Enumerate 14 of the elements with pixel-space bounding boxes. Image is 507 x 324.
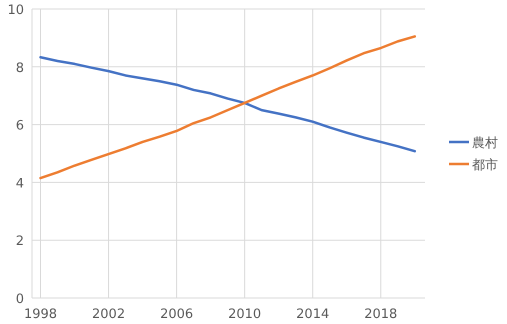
y-tick-label: 0	[16, 292, 24, 307]
legend-label: 農村	[472, 136, 498, 151]
x-tick-label: 2018	[364, 307, 398, 322]
y-tick-label: 10	[7, 3, 24, 18]
legend-label: 都市	[472, 158, 498, 173]
y-tick-label: 6	[16, 118, 24, 134]
y-tick-label: 2	[16, 234, 24, 250]
y-tick-label: 4	[16, 176, 24, 192]
x-tick-label: 2006	[160, 307, 194, 322]
x-tick-label: 1998	[24, 307, 58, 322]
x-tick-label: 2014	[296, 307, 330, 322]
y-tick-label: 8	[16, 60, 24, 76]
x-tick-label: 2002	[92, 307, 126, 322]
x-tick-label: 2010	[228, 307, 262, 322]
